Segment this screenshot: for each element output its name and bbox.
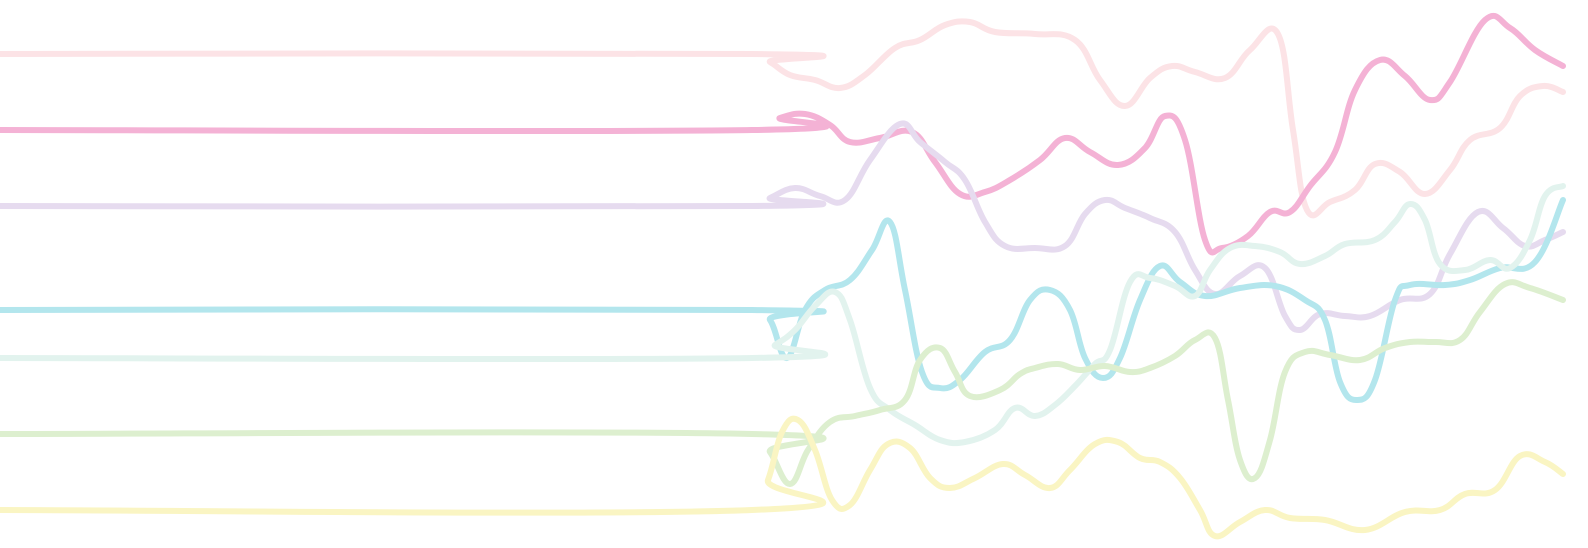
series-line-7 xyxy=(0,415,1566,540)
series-line-1 xyxy=(0,18,1566,219)
series-line-6 xyxy=(0,279,1566,487)
series-line-5 xyxy=(0,183,1566,447)
series-line-4 xyxy=(0,197,1566,404)
series-line-3 xyxy=(0,120,1566,334)
series-line-2 xyxy=(0,12,1566,256)
